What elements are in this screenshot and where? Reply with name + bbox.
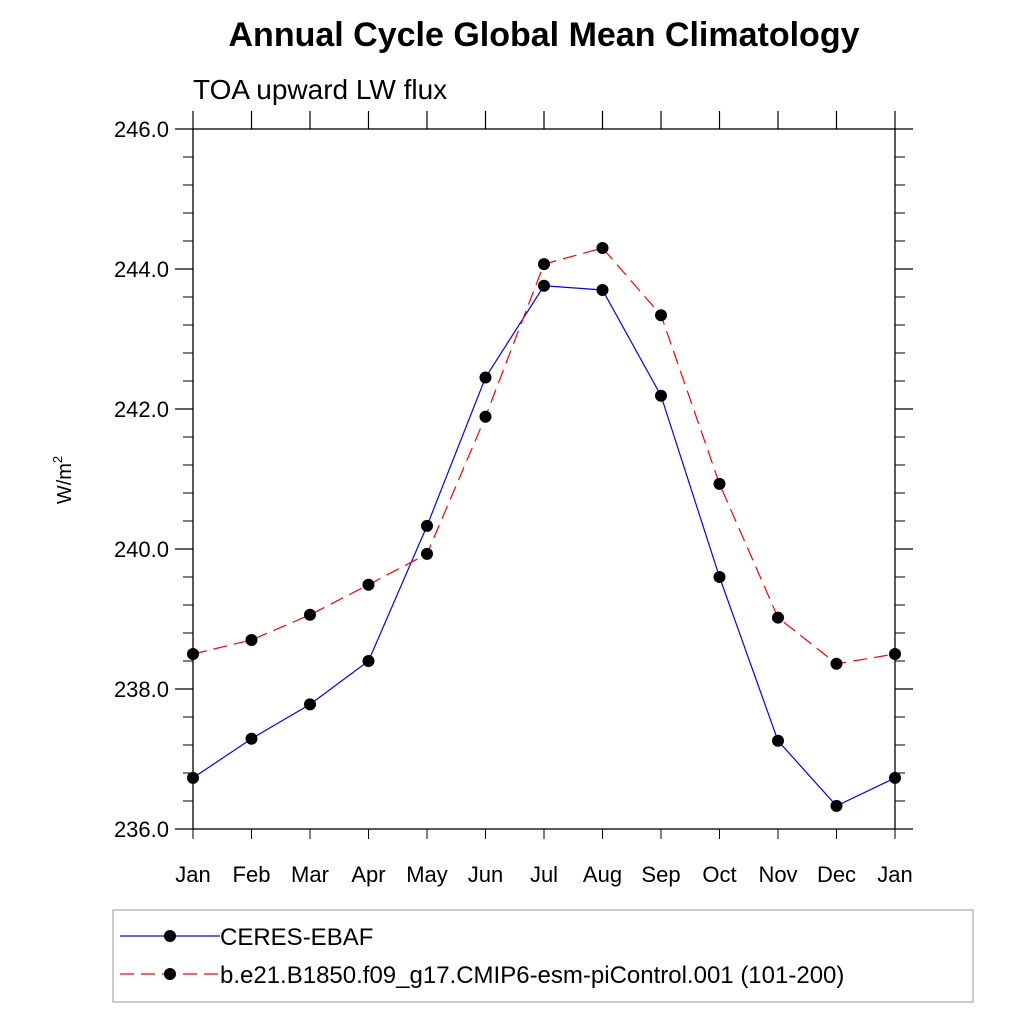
series-2-point <box>187 648 199 660</box>
x-tick-label: Dec <box>817 862 856 887</box>
legend-label-2: b.e21.B1850.f09_g17.CMIP6-esm-piControl.… <box>220 962 844 989</box>
x-tick-label: Jan <box>175 862 210 887</box>
y-tick-label: 238.0 <box>114 677 169 702</box>
x-tick-label: Jun <box>468 862 503 887</box>
series-2-point <box>479 410 492 423</box>
x-tick-label: Mar <box>291 862 329 887</box>
y-axis-label: W/m2 <box>50 456 76 504</box>
x-tick-label: Apr <box>351 862 385 887</box>
series-1-point <box>362 655 375 667</box>
series-1-point <box>655 389 667 402</box>
x-tick-label: Jan <box>877 862 912 887</box>
x-tick-label: May <box>406 862 448 887</box>
series-2-point <box>830 657 843 670</box>
series-2-point <box>421 547 433 560</box>
chart-subtitle: TOA upward LW flux <box>193 74 447 105</box>
series-1-point <box>596 284 609 296</box>
legend-marker-1 <box>164 930 176 942</box>
series-2-point <box>889 648 901 660</box>
series-1-point <box>713 571 726 583</box>
series-2-point <box>362 578 375 591</box>
x-tick-label: Feb <box>233 862 271 887</box>
series-1-point <box>772 734 784 747</box>
y-tick-label: 240.0 <box>114 537 169 562</box>
series-2-point <box>713 477 726 490</box>
series-line-2 <box>192 247 896 665</box>
series-1-point <box>538 279 550 292</box>
y-tick-label: 242.0 <box>114 397 169 422</box>
legend: CERES-EBAF b.e21.B1850.f09_g17.CMIP6-esm-… <box>112 909 974 1003</box>
legend-label-1: CERES-EBAF <box>220 924 373 951</box>
x-tick-label: Aug <box>583 862 622 887</box>
series-2-point <box>655 309 667 322</box>
series-1-point <box>421 519 433 532</box>
chart-title: Annual Cycle Global Mean Climatology <box>229 16 860 54</box>
series-2-point <box>772 611 784 624</box>
y-tick-label: 246.0 <box>114 117 169 142</box>
series-1-point <box>304 698 316 711</box>
series-2-point <box>538 258 550 271</box>
y-axis-label-superscript: 2 <box>50 456 65 463</box>
series-1-point <box>187 771 199 784</box>
y-tick-label: 236.0 <box>114 817 169 842</box>
series-1-point <box>830 799 843 812</box>
series-line-1 <box>192 285 896 807</box>
x-tick-label: Sep <box>641 862 680 887</box>
x-tick-label: Oct <box>702 862 736 887</box>
series-2-point <box>245 634 258 646</box>
series-1-point <box>245 732 258 745</box>
series-1-point <box>479 371 492 384</box>
y-tick-label: 244.0 <box>114 257 169 282</box>
series-2-point <box>596 242 609 254</box>
legend-box <box>112 909 974 1003</box>
x-tick-label: Nov <box>758 862 797 887</box>
svg-text:W/m2: W/m2 <box>50 456 76 504</box>
y-axis-label-text: W/m <box>54 463 76 504</box>
legend-marker-2 <box>164 968 176 980</box>
series-2-point <box>304 608 316 621</box>
series-1-point <box>889 771 901 784</box>
plot-area: 236.0 238.0 240.0 242.0 244.0 246.0 Jan Feb Mar A… <box>114 111 913 887</box>
x-tick-label: Jul <box>530 862 558 887</box>
plot-frame <box>192 128 896 830</box>
